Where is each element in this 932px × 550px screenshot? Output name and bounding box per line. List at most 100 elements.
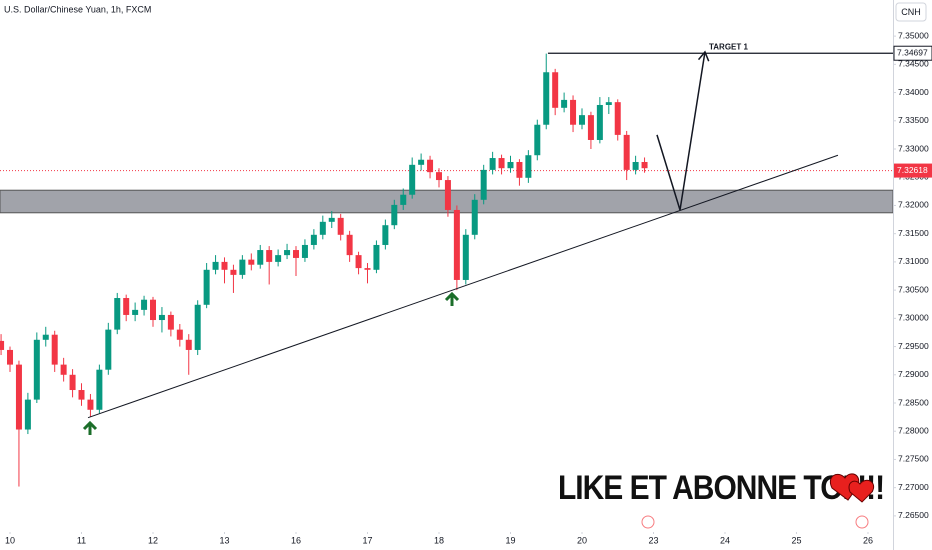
x-tick-label: 10 [5, 535, 15, 545]
last-price-label: 7.32618 [897, 165, 928, 175]
candle-body [167, 314, 174, 330]
y-tick-label: 7.29000 [898, 369, 929, 379]
candle-body [489, 158, 496, 170]
candle-body [346, 234, 353, 256]
x-tick-label: 26 [863, 535, 873, 545]
target-label: TARGET 1 [709, 42, 749, 51]
candle-body [444, 180, 451, 210]
candle-body [230, 269, 237, 275]
candle-body [266, 250, 273, 262]
candle-body [150, 299, 157, 321]
candle-body [632, 161, 639, 170]
candle-body [319, 221, 326, 235]
candle-body [507, 161, 514, 169]
candle-body [60, 364, 67, 375]
target-price-tag [893, 45, 932, 61]
candle-body [132, 309, 139, 315]
y-tick-label: 7.34500 [898, 59, 929, 69]
x-tick-label: 20 [577, 535, 587, 545]
candle-body [310, 234, 317, 245]
x-tick-label: 18 [434, 535, 444, 545]
y-tick-label: 7.35000 [898, 30, 929, 40]
last-price-tag [894, 163, 932, 178]
candle-body [275, 255, 282, 262]
up-arrow-icon [444, 291, 460, 306]
y-tick-label: 7.34000 [898, 87, 929, 97]
candle-body [337, 217, 344, 235]
candle-body [158, 314, 165, 321]
candle-body [462, 234, 469, 280]
y-tick-label: 7.30000 [898, 313, 929, 323]
y-tick-label: 7.28500 [898, 397, 929, 407]
candle-body [239, 259, 246, 275]
candle-body [51, 334, 58, 365]
event-icon[interactable] [855, 515, 869, 529]
candle-body [96, 369, 103, 410]
x-tick-label: 25 [791, 535, 801, 545]
candle-body [570, 99, 577, 125]
candle-body [561, 99, 568, 108]
y-tick-label: 7.28000 [898, 425, 929, 435]
y-tick-label: 7.31500 [898, 228, 929, 238]
candle-body [391, 204, 398, 226]
x-tick-label: 16 [291, 535, 301, 545]
candle-body [248, 259, 255, 265]
trend-line [87, 154, 839, 419]
x-tick-label: 24 [720, 535, 730, 545]
y-tick-label: 7.29500 [898, 341, 929, 351]
candle-body [185, 339, 192, 350]
candle-body [203, 269, 210, 305]
candle-body [24, 399, 31, 430]
candle-body [69, 374, 76, 391]
candle-body [578, 115, 585, 125]
candle-body [42, 334, 49, 340]
candle-body [400, 194, 407, 205]
chart-title: U.S. Dollar/Chinese Yuan, 1h, FXCM [4, 4, 151, 14]
y-tick-label: 7.33000 [898, 143, 929, 153]
plot-area [0, 50, 894, 487]
candle-body [498, 158, 505, 169]
candle-body [534, 124, 541, 156]
watermark: LIKE ET ABONNE TOI !!! [558, 468, 884, 506]
candle-body [284, 250, 291, 256]
candle-body [78, 390, 85, 400]
candle-body [596, 104, 603, 140]
y-tick-label: 7.30500 [898, 284, 929, 294]
candle-body [605, 102, 612, 105]
candle-body [114, 298, 121, 330]
candle-body [0, 340, 5, 350]
candle-body [212, 261, 219, 270]
candle-body [123, 298, 130, 315]
candle-body [355, 255, 362, 269]
candle-body [105, 329, 112, 370]
y-tick-label: 7.32000 [898, 200, 929, 210]
candle-body [471, 199, 478, 235]
y-tick-label: 7.31000 [898, 256, 929, 266]
candle-body [382, 225, 389, 245]
candle-body [641, 161, 648, 169]
candle-body [364, 268, 371, 270]
candle-body [427, 159, 434, 173]
heart-icon [848, 479, 874, 503]
candle-body [543, 72, 550, 125]
candle-body [87, 399, 94, 410]
x-tick-label: 17 [362, 535, 372, 545]
candle-body [328, 217, 335, 222]
event-icon[interactable] [641, 515, 655, 529]
y-tick-label: 7.33500 [898, 115, 929, 125]
candle-body [525, 155, 532, 178]
currency-label: CNH [901, 7, 921, 17]
x-tick-label: 23 [648, 535, 658, 545]
candle-body [480, 169, 487, 200]
candle-body [33, 339, 40, 400]
candle-body [301, 244, 308, 258]
x-tick-label: 12 [148, 535, 158, 545]
candle-body [587, 115, 594, 140]
currency-badge[interactable] [895, 2, 927, 22]
target-price-label: 7.34697 [897, 47, 928, 57]
candle-body [614, 102, 621, 135]
candle-body [194, 304, 201, 350]
projection-path [656, 51, 706, 211]
candle-body [516, 161, 523, 178]
